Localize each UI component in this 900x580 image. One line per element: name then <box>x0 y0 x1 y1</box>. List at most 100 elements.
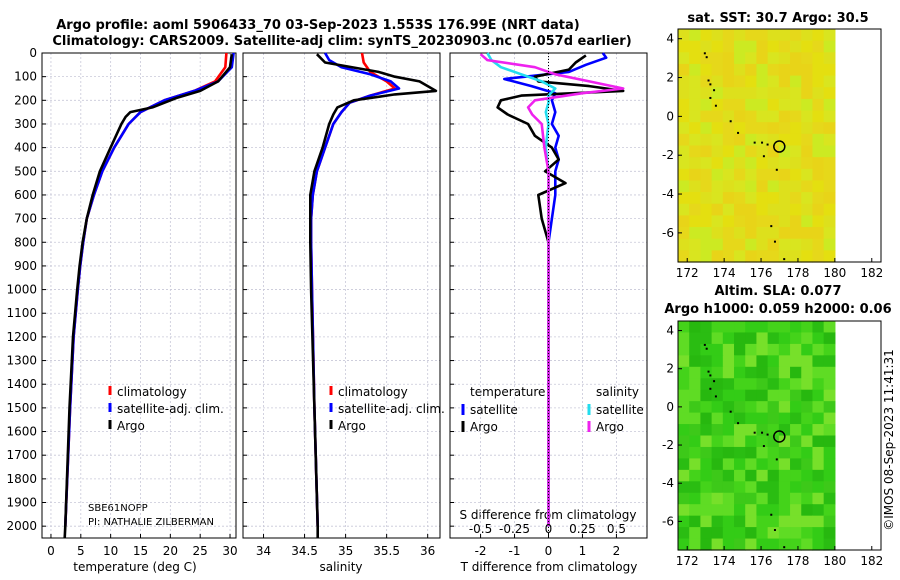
map-sst-cell <box>790 145 802 158</box>
map-sla-cell <box>722 355 735 368</box>
map-sla-cell <box>678 389 690 402</box>
map-sst-cell <box>700 133 713 147</box>
map-sla-cell <box>700 538 713 551</box>
map-sla-cell <box>678 412 690 425</box>
map-sst-coast <box>729 120 732 123</box>
map-sla-cell <box>745 504 758 517</box>
map-sst-cell <box>734 227 746 240</box>
map-sla-cell <box>812 515 825 528</box>
map-sst-cell <box>756 52 769 65</box>
map-sla-cell <box>756 492 769 505</box>
map-sst-cell <box>678 29 690 42</box>
map-sst-cell <box>778 238 791 251</box>
map-sla-cell <box>778 492 791 505</box>
map-sla-cell <box>778 435 791 448</box>
map-sst-cell <box>711 238 724 251</box>
map-sla-cell <box>700 515 713 528</box>
map-sst-cell <box>711 40 724 53</box>
legend-label-satellite: satellite-adj. clim. <box>338 402 445 416</box>
map-sla-cell <box>778 424 791 437</box>
map-sla-cell <box>767 321 780 334</box>
map-sst-cell <box>823 98 836 112</box>
map-sla-cell <box>767 435 780 448</box>
temp-xtick-label: 30 <box>222 544 237 558</box>
map-sst-cell <box>745 133 758 147</box>
map-sla-cell <box>678 515 690 528</box>
legend-title-salinity: salinity <box>596 385 639 399</box>
sal-xtick-label: 35 <box>338 544 353 558</box>
map-sst-cell <box>722 215 735 228</box>
legend-title-temperature: temperature <box>470 385 545 399</box>
map-sla-cell <box>790 412 802 425</box>
map-sla-cell <box>756 538 769 551</box>
diff-s-tick-label: -0.5 <box>469 522 492 536</box>
map-sst-cell <box>823 63 836 77</box>
map-sla-coast <box>766 433 769 436</box>
map-sla-cell <box>778 389 791 402</box>
map-sst-cell <box>689 215 702 228</box>
map-sla-cell <box>767 446 780 459</box>
map-sla-cell <box>711 435 724 448</box>
map-sla-cell <box>823 446 836 459</box>
map-sst-cell <box>722 87 735 100</box>
depth-tick-label: 1300 <box>6 354 37 368</box>
map-sla-cell <box>678 492 690 505</box>
map-sla-xtick-label: 176 <box>750 554 773 568</box>
timestamp: ©IMOS 08-Sep-2023 11:41:31 <box>882 349 896 531</box>
map-sla-cell <box>678 355 690 368</box>
map-sst-cell <box>745 63 758 77</box>
map-sst-cell <box>756 133 769 147</box>
map-sst-cell <box>722 110 735 123</box>
map-sla-ytick-label: 2 <box>666 362 674 376</box>
map-sst-cell <box>778 192 791 205</box>
map-sst-coast <box>761 141 764 144</box>
map-sst-cell <box>778 133 791 147</box>
map-sst-cell <box>767 238 780 251</box>
map-sst-cell <box>801 250 814 263</box>
map-sla-cell <box>756 458 769 471</box>
map-sst-cell <box>700 87 713 100</box>
map-sla-cell <box>745 401 758 414</box>
map-sla-cell <box>745 389 758 402</box>
map-sla-cell <box>778 321 791 334</box>
map-sla-cell <box>778 515 791 528</box>
map-sla-cell <box>823 527 836 540</box>
map-sst-cell <box>801 110 814 123</box>
map-sst-cell <box>801 168 814 182</box>
map-sst-cell <box>756 63 769 77</box>
map-sst-cell <box>756 192 769 205</box>
map-sla-cell <box>678 435 690 448</box>
map-sst-cell <box>745 180 758 193</box>
map-sla-cell <box>689 378 702 391</box>
map-sst-cell <box>767 29 780 42</box>
map-sst-cell <box>801 122 814 135</box>
map-sst-cell <box>801 227 814 240</box>
map-sst-cell <box>767 215 780 228</box>
sla-map: Altim. SLA: 0.077 Argo h1000: 0.059 h200… <box>662 284 892 568</box>
map-sla-cell <box>678 378 690 391</box>
map-sst-cell <box>734 87 746 100</box>
diff-legend-label-argo: Argo <box>470 420 498 434</box>
map-sla-cell <box>711 446 724 459</box>
map-sla-cell <box>711 332 724 345</box>
map-sst-cell <box>756 87 769 100</box>
map-sla-cell <box>756 355 769 368</box>
map-sla-cell <box>756 366 769 379</box>
map-sst-cell <box>823 250 836 263</box>
map-sla-cell <box>823 481 836 494</box>
map-sla-cell <box>756 446 769 459</box>
depth-tick-label: 1200 <box>6 330 37 344</box>
map-sla-coast <box>709 374 712 377</box>
map-sla-cell <box>801 469 814 482</box>
map-sst-cell <box>801 75 814 88</box>
diff-legend-label-sal_argo: Argo <box>596 420 624 434</box>
map-sla-cell <box>711 481 724 494</box>
map-sst-cell <box>689 238 702 251</box>
map-sst-cell <box>678 98 690 112</box>
map-sla-cell <box>678 446 690 459</box>
map-sst-cell <box>700 52 713 65</box>
map-sla-xtick-label: 172 <box>676 554 699 568</box>
map-sst-cell <box>790 122 802 135</box>
map-sla-cell <box>790 481 802 494</box>
